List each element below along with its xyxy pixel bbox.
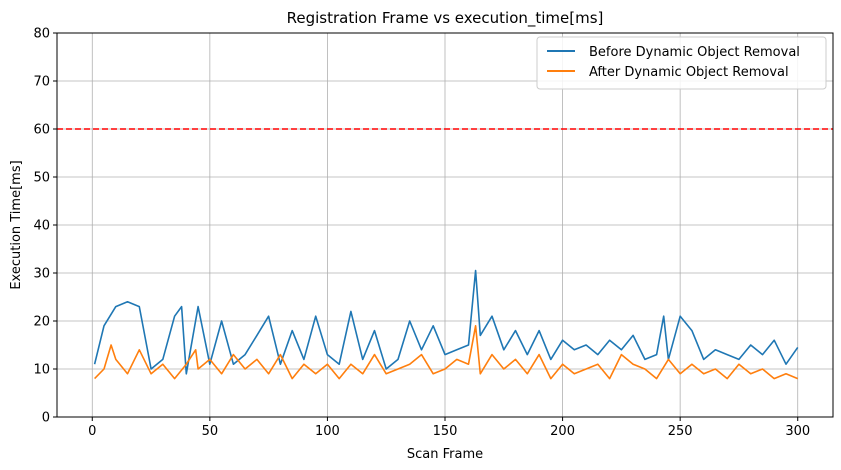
legend-label-after: After Dynamic Object Removal	[589, 65, 789, 80]
ticks: 0 50 100 150 200 250 300 0 10 20 30 40 50 60 70 80	[33, 27, 810, 440]
series-line-before	[93, 269, 799, 375]
series-line-after	[94, 324, 799, 380]
y-tick-label: 20	[33, 315, 50, 330]
y-tick-label: 60	[33, 123, 50, 138]
y-tick-label: 30	[33, 267, 50, 282]
legend-box	[536, 36, 827, 90]
x-tick-label: 0	[88, 424, 96, 439]
y-tick-label: 80	[33, 27, 50, 42]
y-tick-label: 40	[33, 219, 50, 234]
legend: Before Dynamic Object Removal After Dyna…	[536, 36, 827, 90]
legend-label-before: Before Dynamic Object Removal	[589, 45, 800, 60]
y-tick-label: 10	[33, 363, 50, 378]
x-tick-label: 50	[202, 424, 219, 439]
y-tick-label: 50	[33, 171, 50, 186]
series-layer	[93, 269, 799, 380]
y-tick-label: 70	[33, 75, 50, 90]
x-tick-label: 300	[785, 424, 810, 439]
y-tick-label: 0	[42, 411, 50, 426]
chart-title: Registration Frame vs execution_time[ms]	[287, 9, 604, 28]
x-tick-label: 150	[433, 424, 458, 439]
x-axis-title: Scan Frame	[407, 447, 483, 462]
x-tick-label: 250	[668, 424, 693, 439]
x-tick-label: 100	[315, 424, 340, 439]
y-axis-title: Execution Time[ms]	[9, 160, 24, 289]
x-tick-label: 200	[550, 424, 575, 439]
